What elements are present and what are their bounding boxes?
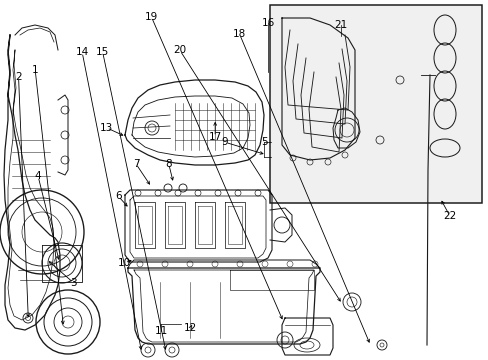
Text: 3: 3 bbox=[70, 278, 77, 288]
Text: 14: 14 bbox=[75, 47, 89, 57]
Text: 8: 8 bbox=[165, 159, 172, 169]
Text: 15: 15 bbox=[96, 47, 109, 57]
Text: 12: 12 bbox=[183, 323, 197, 333]
Text: 7: 7 bbox=[132, 159, 139, 169]
Text: 20: 20 bbox=[173, 45, 186, 55]
Text: 13: 13 bbox=[100, 123, 113, 133]
Text: 6: 6 bbox=[115, 191, 122, 201]
Text: 16: 16 bbox=[261, 18, 274, 28]
Text: 10: 10 bbox=[118, 258, 131, 268]
Text: 21: 21 bbox=[334, 20, 347, 30]
Bar bbox=[269, 5, 481, 203]
Text: 18: 18 bbox=[232, 29, 246, 39]
Text: 5: 5 bbox=[260, 137, 267, 147]
Text: 22: 22 bbox=[442, 211, 456, 221]
Text: 17: 17 bbox=[208, 132, 222, 142]
Text: 1: 1 bbox=[32, 65, 39, 75]
Text: 2: 2 bbox=[15, 72, 22, 82]
Text: 11: 11 bbox=[154, 326, 168, 336]
Text: 9: 9 bbox=[221, 137, 228, 147]
Text: 19: 19 bbox=[144, 12, 158, 22]
Text: 4: 4 bbox=[35, 171, 41, 181]
